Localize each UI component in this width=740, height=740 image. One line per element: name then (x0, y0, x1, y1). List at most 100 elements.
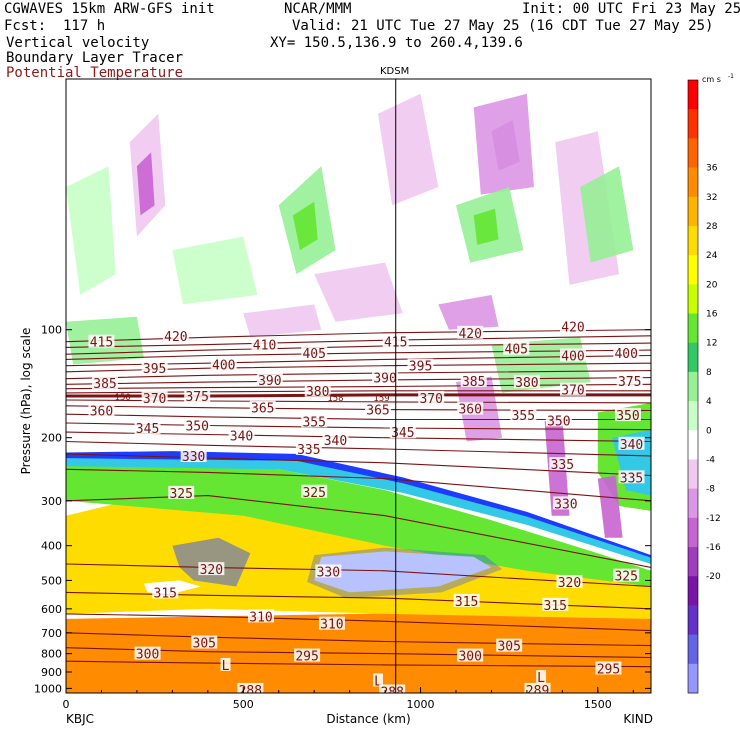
x-tick-label: 500 (233, 698, 254, 711)
contour-label: 288 (380, 685, 403, 700)
contour-label: 400 (614, 347, 637, 362)
contour-label-bg (542, 597, 569, 611)
colorbar-label: -16 (706, 543, 721, 553)
contour-label-bg (595, 661, 622, 675)
w-pink-7 (438, 295, 499, 330)
theta-contour-395 (66, 362, 651, 373)
contour-label-bg (180, 449, 207, 463)
contour-label-bg (322, 433, 349, 447)
contour-label: 420 (561, 321, 584, 336)
theta-contour-315 (66, 591, 651, 610)
center-title: NCAR/MMM (284, 1, 352, 17)
theta-contour-400 (66, 354, 651, 367)
contour-label: 350 (185, 420, 208, 435)
contour-label: 365 (366, 404, 389, 419)
colorbar-label: 20 (706, 280, 718, 290)
contour-label-bg (88, 334, 115, 348)
y-tick-label: 500 (41, 574, 62, 587)
contour-label: 420 (164, 330, 187, 345)
contour-label-bg (237, 682, 264, 693)
theta-contour-295 (66, 660, 651, 668)
contour-label-bg (418, 390, 445, 404)
colorbar-swatch (688, 284, 698, 315)
contour-label-bg (184, 418, 211, 432)
contour-label-bg (560, 319, 586, 333)
contour-label-bg (613, 568, 640, 582)
x-tick-label: 0 (63, 698, 70, 711)
contour-label-bg (552, 496, 579, 510)
contour-label-bg (220, 657, 231, 671)
colorbar-swatch (688, 488, 698, 519)
core-blue-2 (172, 537, 251, 587)
w-pink-3 (473, 93, 534, 195)
theta-contour-330 (66, 468, 651, 502)
theta-contour-370 (66, 393, 651, 398)
y-tick-label: 1000 (34, 682, 62, 695)
colorbar-label: -20 (706, 572, 721, 582)
colorbar-swatch (688, 167, 698, 198)
contour-label: 315 (154, 586, 177, 601)
y-tick-label: 700 (41, 627, 62, 640)
contour-label: 350 (616, 409, 639, 424)
contour-label: 288 (239, 684, 262, 699)
colorbar-swatch (688, 80, 698, 110)
contour-label: 295 (597, 662, 620, 677)
contour-label: 159 (373, 394, 389, 404)
contour-label: L (222, 659, 230, 674)
right-station-label: KIND (623, 712, 653, 726)
contour-label: 370 (419, 392, 442, 407)
colorbar-label: -4 (706, 455, 715, 465)
contour-label: 305 (193, 637, 216, 652)
contour-label-bg (249, 400, 276, 414)
contour-label: 420 (458, 327, 481, 342)
contour-label: 415 (90, 336, 113, 351)
contour-label: 385 (462, 375, 485, 390)
contour-label-bg (304, 383, 331, 397)
contour-label-bg (618, 470, 645, 484)
valid-time: Valid: 21 UTC Tue 27 May 25 (16 CDT Tue … (292, 18, 714, 34)
colorbar-swatch (688, 547, 698, 577)
theta-contour-320 (66, 563, 651, 588)
colorbar-swatch (688, 138, 698, 169)
colorbar-label: 0 (706, 426, 712, 436)
contour-label: 410 (253, 339, 276, 354)
axes: 0 500 1000 1500 100 200 300 400 500 600 700 800 900 1… (19, 324, 653, 726)
contour-label-bg (210, 357, 237, 371)
contour-label: 355 (302, 415, 325, 430)
contour-label-bg (88, 403, 115, 417)
theta-contour-375 (66, 390, 651, 394)
colorbar-swatch (688, 313, 698, 344)
theta-contour-390 (66, 370, 651, 380)
contour-label: 360 (458, 403, 481, 418)
contour-label-bg (251, 337, 278, 351)
contour-label-bg (162, 328, 189, 342)
contour-label: 345 (391, 426, 414, 441)
field-vertical-velocity: Vertical velocity (6, 35, 150, 51)
x-tick-label: 1000 (407, 698, 435, 711)
contour-label-bg (613, 345, 640, 359)
contour-label: 315 (455, 595, 478, 610)
contour-label: 395 (409, 360, 432, 375)
contour-label-bg (184, 388, 211, 402)
contour-label-bg (141, 361, 168, 375)
contour-label: 340 (230, 429, 253, 444)
contour-label-bg (256, 372, 283, 386)
colorbar-unit: cm s (702, 75, 721, 84)
contour-label: 300 (136, 648, 159, 663)
bl-green (66, 462, 651, 587)
contour-label: 380 (515, 376, 538, 391)
contour-label-bg (457, 401, 484, 415)
contour-label: 325 (169, 487, 192, 502)
colorbar-label: 28 (706, 222, 718, 232)
y-tick-label: 600 (41, 603, 62, 616)
theta-contour-415 (66, 335, 651, 348)
w-green-7 (172, 236, 258, 305)
core-blue-1 (307, 547, 503, 599)
colorbar-swatch (688, 517, 698, 548)
colorbar-swatch (688, 634, 698, 665)
contour-label: 150 (115, 393, 131, 403)
contour-label-bg (301, 414, 328, 428)
colorbar-swatch (688, 605, 698, 636)
init-time: Init: 00 UTC Fri 23 May 25 (522, 1, 740, 17)
